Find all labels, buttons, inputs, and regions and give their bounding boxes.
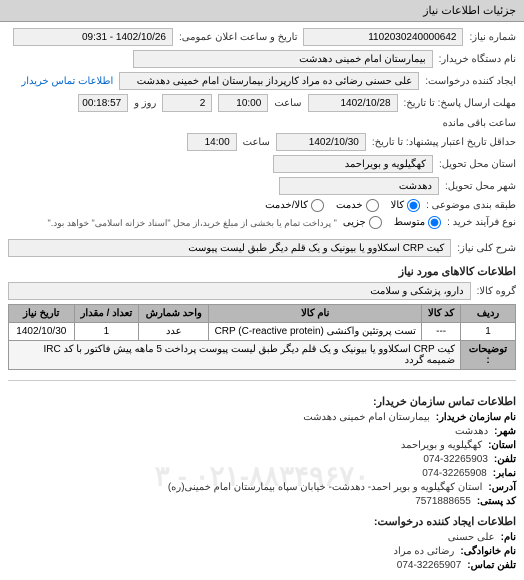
- time-label-2: ساعت: [243, 137, 270, 148]
- main-content: شماره نیاز: 1102030240000642 تاریخ و ساع…: [0, 22, 524, 580]
- c-family: رضائی ده مراد: [394, 546, 455, 557]
- c-prov-label: استان:: [488, 440, 516, 451]
- c-cphone-label: تلفن تماس:: [467, 560, 516, 571]
- tab-title: جزئیات اطلاعات نیاز: [423, 5, 516, 17]
- radio-mid[interactable]: متوسط: [394, 216, 441, 229]
- table-desc-row: توضیحات : کیت CRP اسکلاوو یا بیونیک و یک…: [9, 341, 516, 370]
- c-org: بیمارستان امام خمینی دهدشت: [303, 412, 429, 423]
- process-radio-group: متوسط جزیی: [343, 216, 441, 229]
- days-label: روز و: [134, 98, 156, 109]
- group-label: گروه کالا:: [477, 286, 516, 297]
- radio-small[interactable]: جزیی: [343, 216, 382, 229]
- creator-field: علی حسنی رضائی ده مراد کارپرداز بیمارستا…: [119, 72, 419, 90]
- remain-label: ساعت باقی مانده: [443, 118, 516, 129]
- td-desc-label: توضیحات :: [461, 341, 516, 370]
- c-fax-label: نمابر:: [493, 468, 516, 479]
- contact-block: ۰۲۱-۸۸۳۴۹۶۷۰ - ۳ اطلاعات تماس سازمان خری…: [8, 380, 516, 571]
- time-label-1: ساعت: [274, 98, 301, 109]
- c-org-label: نام سازمان خریدار:: [436, 412, 516, 423]
- table-row: 1 --- تست پروتئین واکنشی CRP (C-reactive…: [9, 323, 516, 341]
- city-label: شهر محل تحویل:: [445, 181, 516, 192]
- radio-goods[interactable]: کالا: [391, 199, 421, 212]
- td-qty: 1: [74, 323, 139, 341]
- valid-label: حداقل تاریخ اعتبار پیشنهاد: تا تاریخ:: [372, 137, 516, 148]
- c-addr: استان کهگیلویه و بویر احمد- دهدشت- خیابا…: [168, 482, 483, 493]
- group-field: دارو، پزشکی و سلامت: [8, 282, 471, 300]
- td-desc-value: کیت CRP اسکلاوو یا بیونیک و یک قلم دیگر …: [9, 341, 461, 370]
- td-row: 1: [461, 323, 516, 341]
- contact-title: اطلاعات تماس سازمان خریدار:: [8, 395, 516, 408]
- radio-service[interactable]: خدمت: [336, 199, 379, 212]
- desc-field: کیت CRP اسکلاوو یا بیونیک و یک قلم دیگر …: [8, 239, 451, 257]
- c-addr-label: آدرس:: [488, 482, 516, 493]
- c-name-label: نام:: [501, 532, 516, 543]
- c-prov: کهگیلویه و بویراحمد: [401, 440, 482, 451]
- c-postal: 7571888655: [415, 496, 471, 507]
- deadline-time-field: 10:00: [218, 94, 268, 112]
- announce-label: تاریخ و ساعت اعلان عمومی:: [179, 32, 298, 43]
- creator-label: ایجاد کننده درخواست:: [425, 76, 516, 87]
- province-label: استان محل تحویل:: [439, 159, 516, 170]
- th-date: تاریخ نیاز: [9, 305, 75, 323]
- th-unit: واحد شمارش: [139, 305, 209, 323]
- days-field: 2: [162, 94, 212, 112]
- th-qty: تعداد / مقدار: [74, 305, 139, 323]
- valid-date-field: 1402/10/30: [276, 133, 366, 151]
- table-header-row: ردیف کد کالا نام کالا واحد شمارش تعداد /…: [9, 305, 516, 323]
- c-name: علی حسنی: [448, 532, 495, 543]
- contact-link[interactable]: اطلاعات تماس خریدار: [21, 76, 113, 87]
- radio-goods-input[interactable]: [407, 199, 420, 212]
- c-city: دهدشت: [455, 426, 488, 437]
- td-code: ---: [422, 323, 461, 341]
- req-number-label: شماره نیاز:: [469, 32, 516, 43]
- radio-service-input[interactable]: [366, 199, 379, 212]
- th-row: ردیف: [461, 305, 516, 323]
- th-code: کد کالا: [422, 305, 461, 323]
- tab-header: جزئیات اطلاعات نیاز: [0, 0, 524, 22]
- c-phone: 074-32265903: [423, 454, 488, 465]
- remain-field: 00:18:57: [78, 94, 128, 112]
- buyer-org-field: بیمارستان امام خمینی دهدشت: [133, 50, 433, 68]
- items-section-title: اطلاعات کالاهای مورد نیاز: [8, 265, 516, 278]
- province-field: کهگیلویه و بویراحمد: [273, 155, 433, 173]
- process-label: نوع فرآیند خرید :: [447, 217, 516, 228]
- c-fax: 074-32265908: [422, 468, 487, 479]
- process-note: " پرداخت تمام یا بخشی از مبلغ خرید،از مح…: [48, 218, 337, 229]
- c-family-label: نام خانوادگی:: [460, 546, 516, 557]
- subject-class-label: طبقه بندی موضوعی :: [426, 200, 516, 211]
- c-postal-label: کد پستی:: [477, 496, 516, 507]
- td-unit: عدد: [139, 323, 209, 341]
- items-table: ردیف کد کالا نام کالا واحد شمارش تعداد /…: [8, 304, 516, 370]
- valid-time-field: 14:00: [187, 133, 237, 151]
- c-phone-label: تلفن:: [494, 454, 516, 465]
- c-city-label: شهر:: [494, 426, 516, 437]
- creator-title: اطلاعات ایجاد کننده درخواست:: [8, 515, 516, 528]
- buyer-org-label: نام دستگاه خریدار:: [439, 54, 516, 65]
- subject-radio-group: کالا خدمت کالا/خدمت: [265, 199, 420, 212]
- radio-small-input[interactable]: [369, 216, 382, 229]
- radio-mid-input[interactable]: [428, 216, 441, 229]
- req-number-field: 1102030240000642: [303, 28, 463, 46]
- c-cphone: 074-32265907: [397, 560, 462, 571]
- radio-both[interactable]: کالا/خدمت: [265, 199, 324, 212]
- th-name: نام کالا: [209, 305, 422, 323]
- announce-field: 1402/10/26 - 09:31: [13, 28, 173, 46]
- city-field: دهدشت: [279, 177, 439, 195]
- radio-both-input[interactable]: [311, 199, 324, 212]
- deadline-label: مهلت ارسال پاسخ: تا تاریخ:: [404, 98, 516, 109]
- desc-label: شرح کلی نیاز:: [457, 243, 516, 254]
- deadline-date-field: 1402/10/28: [308, 94, 398, 112]
- td-name: تست پروتئین واکنشی CRP (C-reactive prote…: [209, 323, 422, 341]
- td-date: 1402/10/30: [9, 323, 75, 341]
